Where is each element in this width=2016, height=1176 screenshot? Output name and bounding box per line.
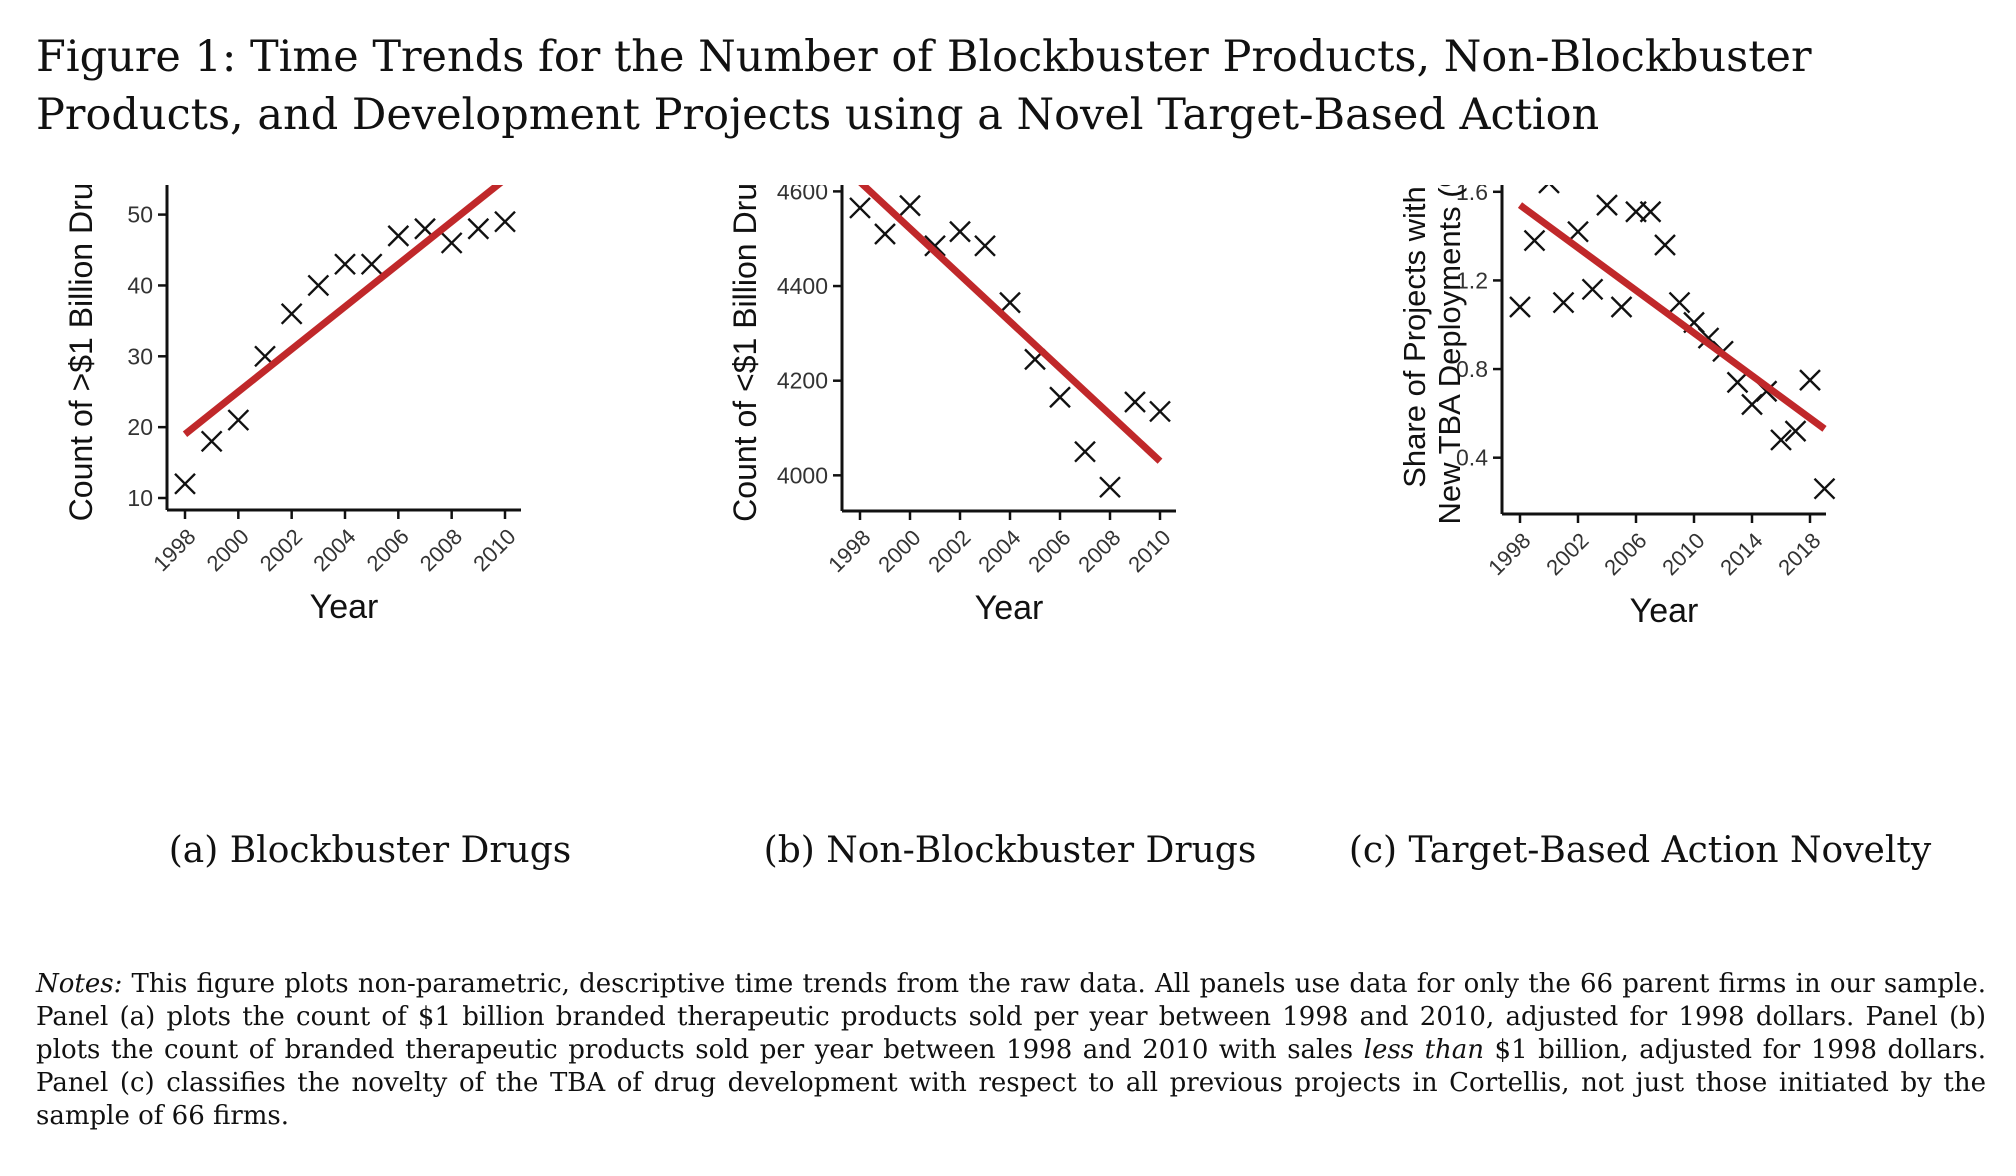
data-point-marker <box>334 253 356 276</box>
data-point-marker <box>949 220 971 243</box>
figure-title: Figure 1: Time Trends for the Number of … <box>36 32 1812 140</box>
data-point-marker <box>360 253 383 276</box>
data-point-marker <box>1726 371 1749 394</box>
x-tick-label: 2008 <box>1073 525 1125 577</box>
panel-c-chart: 0.4 0.8 1.2 1.6 1998 2002 2006 2010 2014 2018 Year… <box>1397 185 1836 630</box>
data-point-marker <box>1538 185 1560 194</box>
y-tick-label: 4200 <box>777 368 828 394</box>
x-tick-label: 2006 <box>362 524 414 576</box>
caption-panel-b: (b) Non-Blockbuster Drugs <box>763 830 1257 871</box>
y-tick-label: 4000 <box>777 462 828 488</box>
data-point-marker <box>1770 429 1792 451</box>
x-tick-label: 1998 <box>148 524 200 576</box>
y-axis-label: Count of >$1 Billion Drugs <box>63 185 99 521</box>
x-tick-label: 2010 <box>1657 528 1709 580</box>
y-tick-label: 0.8 <box>1456 356 1488 382</box>
x-tick-label: 2002 <box>255 524 307 576</box>
data-point-marker <box>999 291 1021 314</box>
data-point-marker <box>1523 229 1546 252</box>
x-tick-label: 2002 <box>1541 528 1593 580</box>
notes-text-1: This figure plots non-parametric, descri… <box>36 969 1986 1065</box>
y-tick-label: 4400 <box>777 273 828 299</box>
trend-line <box>1517 202 1827 432</box>
data-point-marker <box>467 217 490 240</box>
data-point-marker <box>1639 200 1662 223</box>
data-point-marker <box>174 472 196 495</box>
data-point-marker <box>1509 296 1531 318</box>
data-point-marker <box>440 232 463 254</box>
y-axis-label: Count of <$1 Billion Drugs <box>727 185 763 522</box>
y-axis-label-line-2: New TBA Deployments (%) <box>1432 185 1467 525</box>
data-point-marker <box>1813 477 1836 500</box>
data-point-marker <box>1099 476 1121 499</box>
data-point-marker <box>200 430 223 453</box>
caption-panel-a: (a) Blockbuster Drugs <box>168 830 572 871</box>
panel-b-chart: 4000 4200 4400 4600 199820002002200420062008… <box>727 185 1176 627</box>
trend-line <box>858 185 1163 464</box>
panel-a-chart: 10 20 30 40 50 1998 2000 2002 2004 2006 2008 2010 Ye… <box>63 185 521 626</box>
y-tick-label: 4600 <box>777 185 828 204</box>
x-tick-label: 2010 <box>468 524 520 576</box>
notes-text-2: $1 billion, adjusted for 1998 dollars. P… <box>36 1035 1987 1131</box>
data-point-marker <box>227 409 250 431</box>
data-point-marker <box>1552 291 1575 314</box>
x-tick-label: 2000 <box>202 524 254 576</box>
data-point-marker <box>1784 420 1807 442</box>
data-point-marker <box>280 302 303 325</box>
data-point-marker <box>849 197 871 219</box>
x-tick-label: 2006 <box>1599 528 1651 580</box>
data-point-marker <box>1049 386 1071 409</box>
data-point-marker <box>1610 296 1633 318</box>
x-tick-label: 2004 <box>973 525 1025 577</box>
x-tick-label: 2008 <box>415 524 467 576</box>
y-tick-label: 1.6 <box>1456 185 1488 205</box>
data-point-marker <box>494 210 516 233</box>
x-axis-label: Year <box>975 589 1044 627</box>
x-tick-label: 2006 <box>1023 525 1075 577</box>
data-point-marker <box>974 234 996 257</box>
caption-panel-c: (c) Target-Based Action Novelty <box>1348 830 1932 871</box>
data-point-marker <box>1799 369 1821 391</box>
figure-notes: Notes: This figure plots non-parametric,… <box>36 968 1986 1133</box>
x-tick-label: 2010 <box>1123 525 1175 577</box>
x-tick-label: 1998 <box>1483 528 1535 580</box>
y-tick-label: 0.4 <box>1456 445 1488 471</box>
data-point-marker <box>1668 291 1691 314</box>
data-point-marker <box>1654 234 1676 256</box>
y-tick-label: 30 <box>127 343 153 369</box>
data-point-marker <box>387 225 410 247</box>
x-tick-label: 2000 <box>873 525 925 577</box>
data-point-marker <box>899 194 921 217</box>
data-point-marker <box>1567 220 1589 243</box>
y-tick-label: 10 <box>127 485 153 511</box>
y-tick-label: 40 <box>127 272 153 298</box>
x-tick-label: 2018 <box>1773 528 1825 580</box>
trend-line <box>182 185 504 437</box>
data-point-marker <box>307 274 330 297</box>
data-point-marker <box>1074 440 1096 463</box>
x-tick-label: 1998 <box>823 525 875 577</box>
data-point-marker <box>1124 391 1146 413</box>
y-tick-label: 50 <box>127 202 153 228</box>
x-tick-label: 2014 <box>1715 528 1767 580</box>
y-tick-label: 20 <box>127 414 153 440</box>
data-point-marker <box>1149 400 1171 423</box>
data-point-marker <box>1596 194 1618 216</box>
x-tick-label: 2004 <box>308 524 360 576</box>
data-point-marker <box>1581 278 1604 301</box>
y-tick-label: 1.2 <box>1456 267 1488 293</box>
notes-emphasis: less than <box>1363 1035 1485 1065</box>
x-axis-label: Year <box>310 588 379 626</box>
notes-label: Notes: <box>36 969 123 999</box>
y-axis-label: Share of Projects with <box>1397 186 1432 488</box>
data-point-marker <box>874 223 896 245</box>
x-axis-label: Year <box>1630 592 1699 630</box>
x-tick-label: 2002 <box>923 525 975 577</box>
data-point-marker <box>924 234 946 257</box>
